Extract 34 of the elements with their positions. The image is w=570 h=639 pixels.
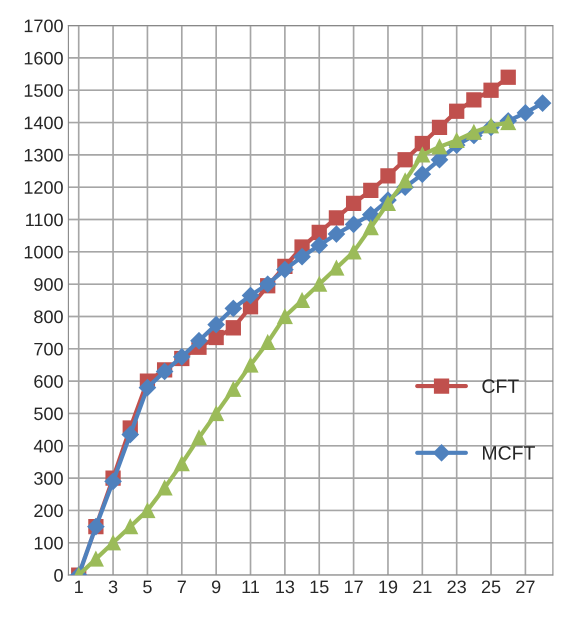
y-tick-label: 200 (34, 504, 63, 518)
y-tick-label: 1300 (24, 148, 63, 162)
x-tick-label: 3 (108, 580, 118, 594)
y-tick-label: 900 (34, 278, 63, 291)
x-tick-label: 13 (276, 580, 294, 594)
y-tick-label: 700 (34, 342, 63, 356)
y-tick-label: 100 (34, 536, 63, 550)
y-tick-label: 600 (34, 375, 63, 388)
y-tick-label: 1400 (24, 116, 63, 130)
x-tick-label: 21 (413, 580, 432, 594)
legend-label: MCFT (483, 446, 535, 460)
y-tick-label: 500 (34, 407, 63, 420)
x-tick-label: 23 (448, 580, 466, 594)
y-tick-label: 1000 (24, 246, 63, 259)
x-tick-label: 5 (143, 580, 152, 594)
y-tick-label: 0 (54, 569, 63, 582)
x-tick-label: 11 (242, 580, 260, 594)
x-tick-label: 27 (516, 580, 535, 594)
x-tick-label: 9 (212, 580, 220, 594)
y-tick-label: 1200 (24, 181, 63, 194)
y-tick-label: 1500 (24, 84, 63, 97)
x-tick-label: 25 (482, 580, 500, 594)
x-tick-label: 17 (344, 580, 363, 594)
y-tick-label: 1700 (24, 19, 63, 32)
x-tick-label: 1 (75, 580, 83, 594)
y-tick-label: 800 (34, 310, 63, 324)
x-tick-label: 19 (379, 580, 398, 594)
y-tick-label: 400 (34, 440, 63, 453)
y-tick-label: 1600 (24, 52, 63, 65)
y-tick-label: 300 (34, 472, 63, 485)
y-tick-label: 1100 (26, 213, 63, 226)
x-tick-label: 15 (310, 580, 329, 594)
x-tick-label: 7 (178, 580, 186, 594)
legend-label: CFT (482, 379, 519, 394)
